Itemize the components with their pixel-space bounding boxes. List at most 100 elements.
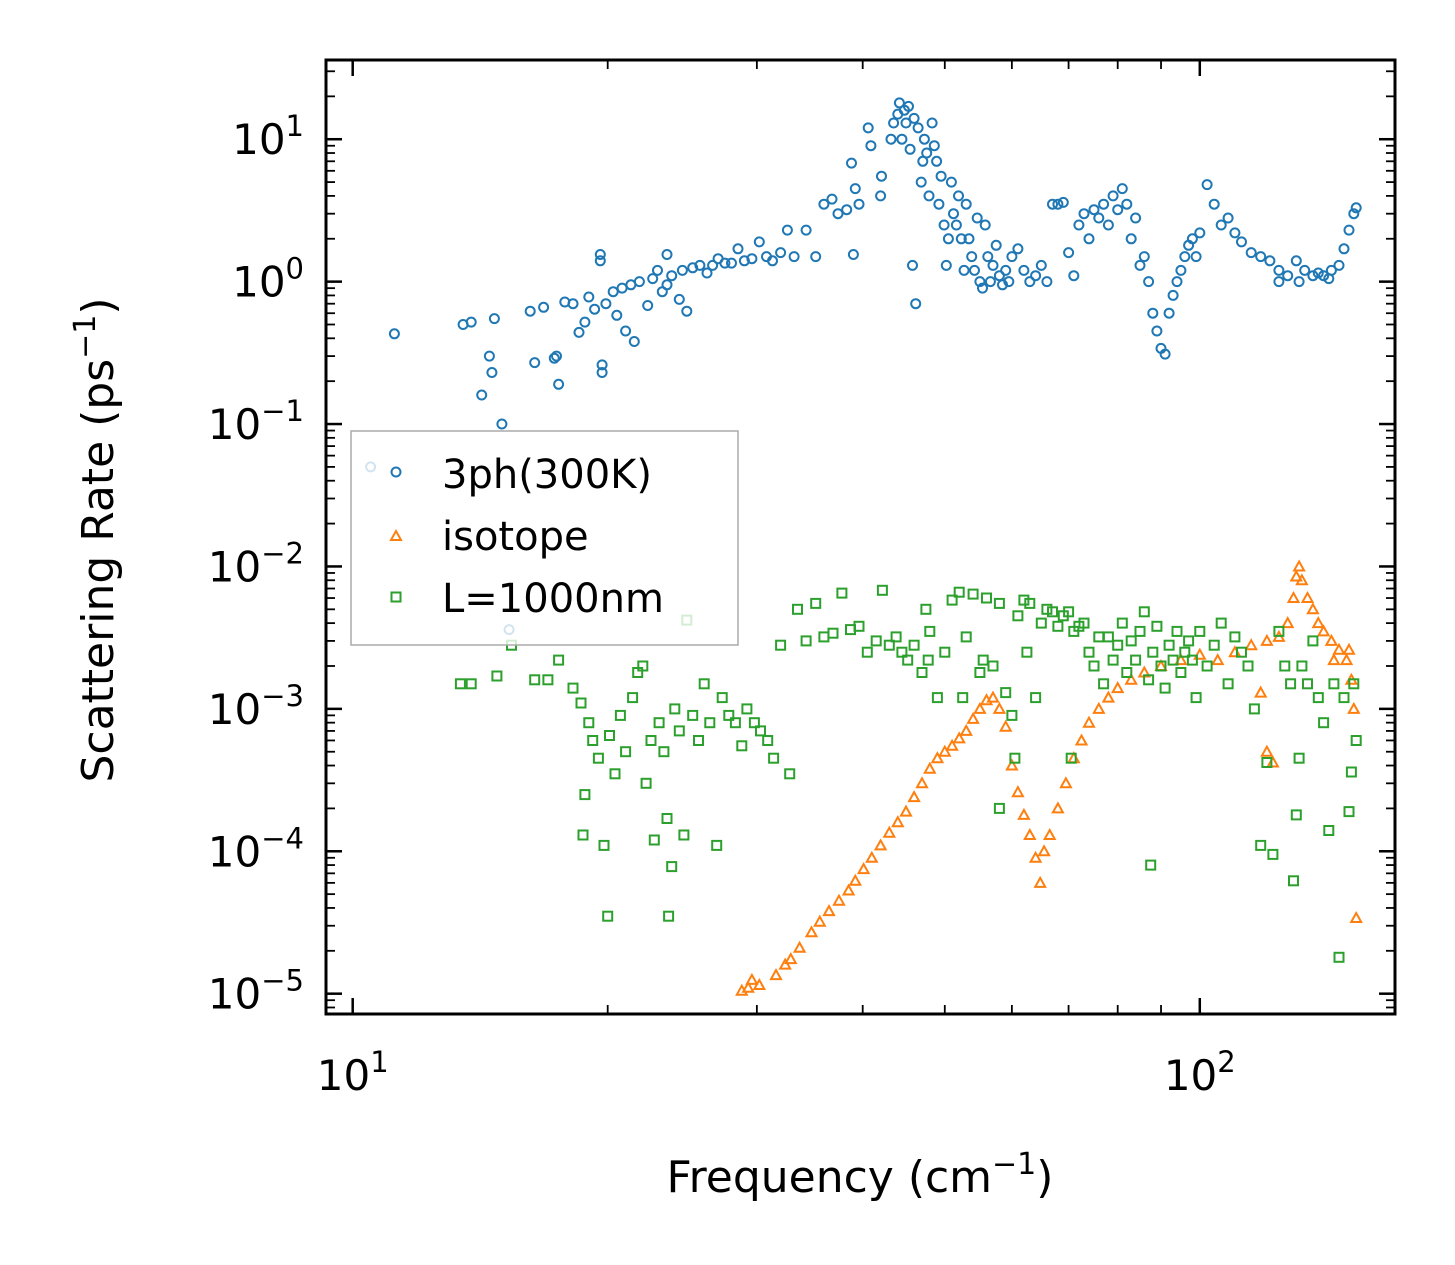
data-point <box>1130 654 1142 666</box>
data-point <box>958 264 970 276</box>
data-point <box>1047 606 1058 618</box>
axis-ticks: 101 102 101 100 10−1 10−2 10−3 10−4 10−5 <box>208 60 1395 1100</box>
data-point <box>1068 270 1080 282</box>
data-point <box>1078 208 1090 220</box>
data-point <box>596 367 608 378</box>
data-point <box>1000 687 1012 699</box>
data-point <box>882 825 896 838</box>
data-point <box>1116 183 1128 195</box>
data-point <box>687 709 699 721</box>
data-point <box>1125 635 1137 647</box>
data-point <box>1138 251 1150 263</box>
data-point <box>1343 806 1355 818</box>
data-point <box>1088 660 1100 672</box>
data-point <box>1285 678 1297 690</box>
legend-marker-triangle <box>389 528 403 541</box>
data-point <box>648 834 660 846</box>
data-point <box>1051 801 1065 814</box>
data-point <box>1242 660 1254 672</box>
data-point <box>876 170 887 182</box>
data-point <box>984 276 996 288</box>
data-point <box>678 829 690 841</box>
data-point <box>1143 674 1155 686</box>
data-point <box>732 243 744 255</box>
data-point <box>746 253 758 265</box>
data-point <box>784 952 798 965</box>
data-point <box>1286 590 1301 603</box>
data-point <box>707 259 719 271</box>
data-point <box>861 646 873 658</box>
data-point <box>836 587 848 599</box>
data-point <box>1328 678 1340 690</box>
data-point <box>900 117 912 129</box>
data-point <box>1343 224 1355 236</box>
data-point <box>1092 701 1106 714</box>
data-point <box>1289 569 1303 582</box>
data-point <box>594 255 606 267</box>
data-point <box>1292 559 1306 572</box>
data-point <box>620 746 632 758</box>
data-point <box>928 140 940 152</box>
data-point <box>681 305 693 317</box>
data-point <box>1345 766 1357 778</box>
data-point <box>658 746 670 758</box>
data-point <box>899 804 913 817</box>
data-point <box>813 914 827 927</box>
data-point <box>661 249 673 260</box>
data-point <box>1147 307 1159 319</box>
data-point <box>524 305 536 317</box>
data-point <box>952 731 966 744</box>
data-point <box>661 813 673 824</box>
data-point <box>698 678 710 690</box>
data-point <box>973 701 987 714</box>
data-point <box>767 255 778 267</box>
data-point <box>567 682 579 694</box>
data-point <box>1290 809 1302 821</box>
data-point <box>883 639 895 651</box>
data-point <box>923 190 935 202</box>
data-point <box>1005 758 1019 771</box>
data-point <box>1342 642 1356 655</box>
data-point <box>1312 692 1324 704</box>
data-point <box>955 233 967 245</box>
data-point <box>538 301 550 313</box>
data-point <box>642 300 654 311</box>
data-point <box>862 122 874 134</box>
data-point <box>896 133 908 145</box>
data-point <box>1065 752 1077 764</box>
data-point <box>694 259 706 271</box>
data-point <box>1222 212 1234 224</box>
data-point <box>1312 267 1324 279</box>
data-point <box>1300 590 1315 603</box>
data-point <box>893 97 905 109</box>
data-point <box>633 276 645 288</box>
data-point <box>609 768 621 780</box>
data-point <box>979 219 991 231</box>
y-tick-label: 10−5 <box>208 964 304 1019</box>
data-point <box>910 298 922 310</box>
data-point <box>687 262 699 274</box>
data-point <box>548 352 560 364</box>
data-point <box>1167 289 1179 301</box>
y-tick-label: 10−2 <box>208 536 304 591</box>
data-point <box>908 112 920 124</box>
data-point <box>784 768 796 780</box>
data-point <box>1282 270 1294 282</box>
data-point <box>1102 219 1114 231</box>
x-tick-label: 101 <box>317 1045 389 1100</box>
data-point <box>977 282 988 294</box>
data-point <box>1074 733 1089 746</box>
data-point <box>885 133 897 145</box>
y-tick-label: 100 <box>232 252 304 307</box>
data-point <box>1348 208 1360 220</box>
data-point <box>529 674 541 686</box>
data-point <box>1012 243 1024 255</box>
data-point <box>933 198 945 210</box>
data-point <box>1296 660 1308 672</box>
data-point <box>841 204 853 216</box>
data-point <box>1244 638 1258 651</box>
data-point <box>1179 251 1191 263</box>
data-point <box>916 667 928 678</box>
data-point <box>1350 735 1362 746</box>
data-point <box>1063 247 1075 259</box>
